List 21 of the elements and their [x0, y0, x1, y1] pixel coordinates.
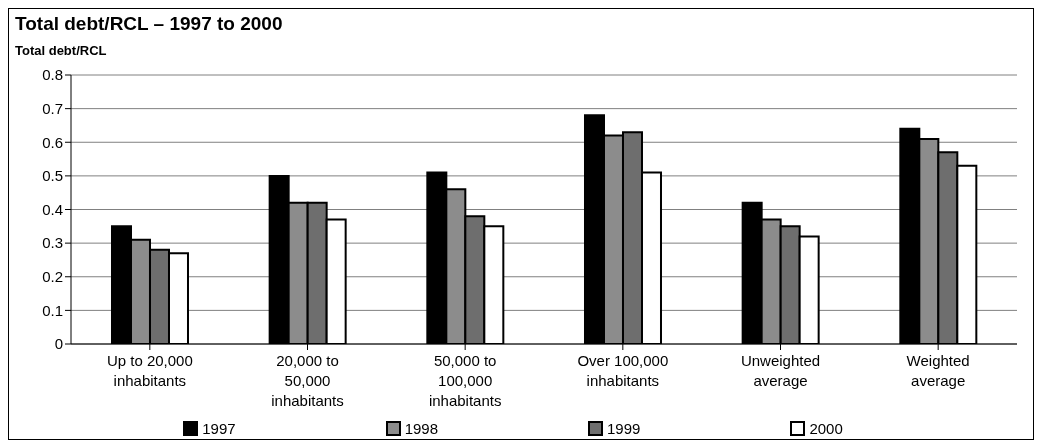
x-tick-label: Weighted average	[906, 352, 970, 389]
chart-title: Total debt/RCL – 1997 to 2000	[15, 13, 283, 35]
legend-label: 2000	[809, 420, 843, 437]
x-tick-label: 20,000 to 50,000 inhabitants	[271, 352, 344, 409]
y-tick-label: 0.3	[42, 234, 63, 252]
x-tick-label: Unweighted average	[740, 352, 821, 389]
y-axis-title: Total debt/RCL	[15, 43, 107, 58]
x-tick-label: Up to 20,000 inhabitants	[106, 352, 193, 389]
y-tick-label: 0.6	[42, 133, 63, 151]
y-tick-label: 0.2	[42, 268, 63, 286]
legend-label: 1997	[202, 420, 236, 437]
x-tick-label: 50,000 to 100,000 inhabitants	[428, 352, 502, 409]
y-tick-label: 0	[54, 335, 63, 353]
y-tick-label: 0.4	[42, 200, 63, 218]
legend-label: 1998	[404, 420, 438, 437]
y-tick-label: 0.7	[42, 99, 63, 117]
y-tick-label: 0.8	[42, 66, 63, 84]
y-tick-label: 0.1	[42, 301, 63, 319]
x-tick-label: Over 100,000 inhabitants	[577, 352, 669, 389]
legend-label: 1999	[607, 420, 641, 437]
y-tick-label: 0.5	[42, 167, 63, 185]
